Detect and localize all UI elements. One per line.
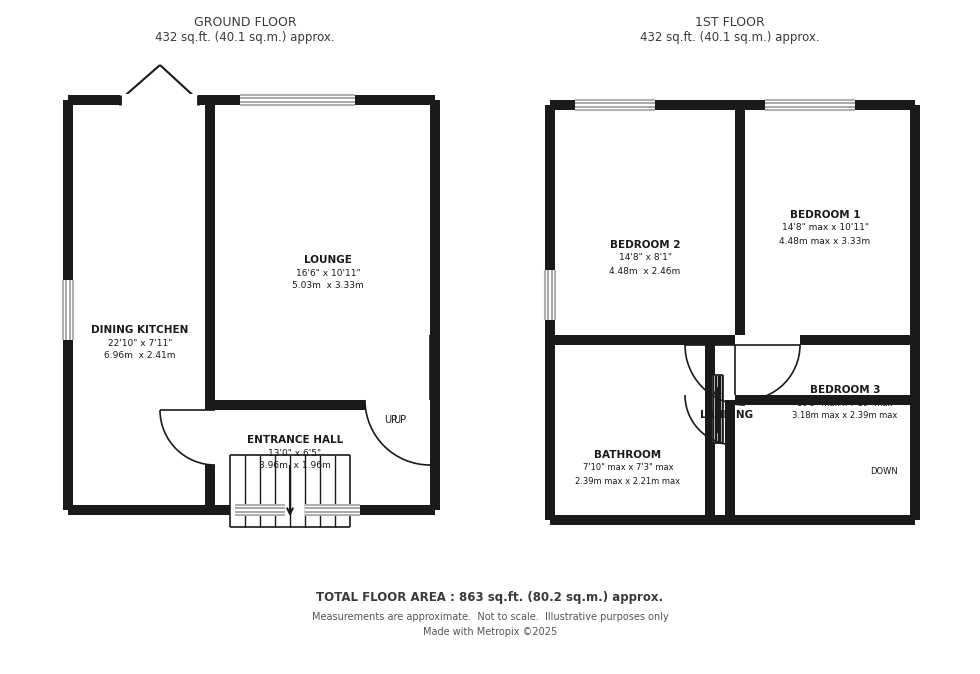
Text: 5.03m  x 3.33m: 5.03m x 3.33m <box>292 282 364 290</box>
Text: 4.48m  x 2.46m: 4.48m x 2.46m <box>610 266 681 276</box>
Bar <box>550 335 915 345</box>
Text: 1ST FLOOR: 1ST FLOOR <box>695 16 764 28</box>
Bar <box>550 100 915 110</box>
Text: BEDROOM 2: BEDROOM 2 <box>610 240 680 250</box>
Bar <box>205 410 215 465</box>
Text: DINING KITCHEN: DINING KITCHEN <box>91 325 189 335</box>
Text: 13'0" x 6'5": 13'0" x 6'5" <box>269 448 321 458</box>
Text: 432 sq.ft. (40.1 sq.m.) approx.: 432 sq.ft. (40.1 sq.m.) approx. <box>155 32 335 44</box>
Bar <box>120 94 198 106</box>
Text: TOTAL FLOOR AREA : 863 sq.ft. (80.2 sq.m.) approx.: TOTAL FLOOR AREA : 863 sq.ft. (80.2 sq.m… <box>317 592 663 605</box>
Text: ENTRANCE HALL: ENTRANCE HALL <box>247 435 343 445</box>
Bar <box>430 100 440 510</box>
Text: 6.96m  x 2.41m: 6.96m x 2.41m <box>104 352 175 361</box>
Text: 2.39m max x 2.21m max: 2.39m max x 2.21m max <box>575 477 680 485</box>
Bar <box>235 505 285 515</box>
Bar <box>210 400 435 410</box>
Text: Made with Metropix ©2025: Made with Metropix ©2025 <box>423 627 557 637</box>
Bar <box>725 350 735 400</box>
Bar <box>575 100 655 110</box>
Bar <box>735 105 745 340</box>
Bar <box>240 95 355 105</box>
Text: UP: UP <box>384 415 398 425</box>
Bar <box>735 335 745 395</box>
Text: BEDROOM 1: BEDROOM 1 <box>790 210 860 220</box>
Bar <box>63 280 73 340</box>
Text: DOWN: DOWN <box>870 468 898 477</box>
Bar <box>765 100 855 110</box>
Text: BATHROOM: BATHROOM <box>595 450 662 460</box>
Text: BEDROOM 3: BEDROOM 3 <box>809 385 880 395</box>
Bar <box>365 400 430 410</box>
Bar <box>545 105 555 520</box>
Bar <box>910 105 920 520</box>
Text: GROUND FLOOR: GROUND FLOOR <box>194 16 296 28</box>
Bar <box>230 455 350 527</box>
Text: 3.18m max x 2.39m max: 3.18m max x 2.39m max <box>792 412 898 421</box>
Bar <box>730 395 915 405</box>
Text: 10'5" max x 7'10" max: 10'5" max x 7'10" max <box>797 398 893 408</box>
Text: 432 sq.ft. (40.1 sq.m.) approx.: 432 sq.ft. (40.1 sq.m.) approx. <box>640 32 820 44</box>
Bar <box>545 270 555 320</box>
Text: UP: UP <box>393 415 407 425</box>
Bar <box>305 505 360 515</box>
Text: Measurements are approximate.  Not to scale.  Illustrative purposes only: Measurements are approximate. Not to sca… <box>312 612 668 622</box>
Text: 16'6" x 10'11": 16'6" x 10'11" <box>296 268 361 278</box>
Bar <box>68 95 435 105</box>
Text: LOUNGE: LOUNGE <box>304 255 352 265</box>
Bar <box>63 100 73 510</box>
Bar <box>68 505 435 515</box>
Text: LANDING: LANDING <box>701 410 754 420</box>
Text: 14'8" max x 10'11": 14'8" max x 10'11" <box>781 224 868 233</box>
Bar <box>725 400 735 520</box>
Bar <box>705 340 715 520</box>
Text: 14'8" x 8'1": 14'8" x 8'1" <box>618 253 671 262</box>
Text: 22'10" x 7'11": 22'10" x 7'11" <box>108 338 172 348</box>
Bar <box>712 375 723 443</box>
Text: 4.48m max x 3.33m: 4.48m max x 3.33m <box>779 237 870 245</box>
Text: 7'10" max x 7'3" max: 7'10" max x 7'3" max <box>583 464 673 472</box>
Bar <box>745 335 800 345</box>
Text: 3.96m  x 1.96m: 3.96m x 1.96m <box>259 462 331 470</box>
Bar <box>550 515 915 525</box>
Bar <box>205 100 215 510</box>
